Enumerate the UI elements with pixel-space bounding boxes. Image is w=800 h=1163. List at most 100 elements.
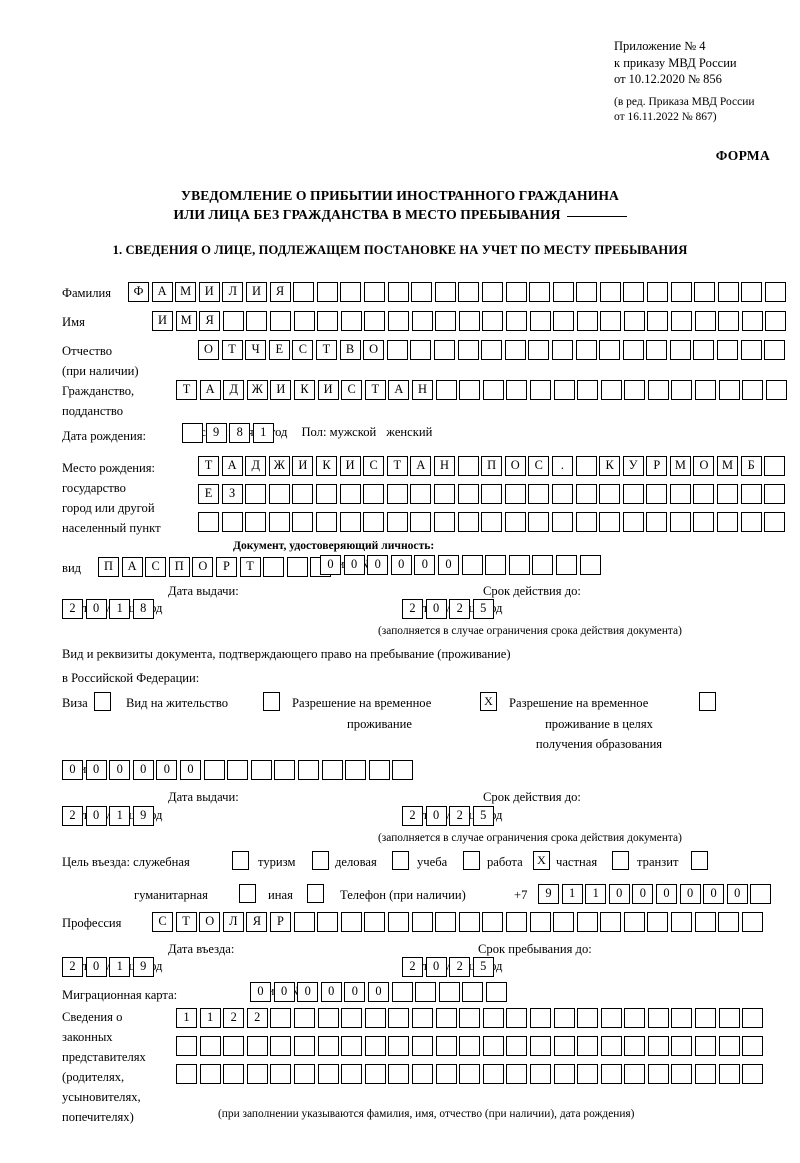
patronymic-cell[interactable] xyxy=(528,340,550,360)
citizenship-cell[interactable] xyxy=(695,380,717,400)
birthplace-cell[interactable]: Б xyxy=(740,456,762,476)
citizenship-cell[interactable] xyxy=(671,380,693,400)
representative-cell[interactable] xyxy=(695,1064,717,1084)
permit-number-cell[interactable] xyxy=(392,759,414,780)
edu-residence-checkbox[interactable] xyxy=(699,692,716,711)
patronymic-cell[interactable]: Ч xyxy=(245,340,267,360)
surname-cell[interactable] xyxy=(363,282,385,302)
birthplace-cell[interactable] xyxy=(457,456,479,476)
permit-number-cell[interactable] xyxy=(345,759,367,780)
name-cell[interactable] xyxy=(411,311,433,331)
doc-number-cell[interactable]: 0 xyxy=(343,554,365,575)
representative-cell[interactable] xyxy=(270,1008,292,1028)
birthplace-cell[interactable]: Р xyxy=(646,456,668,476)
birthplace-cell[interactable] xyxy=(386,484,408,504)
birthplace-cell[interactable] xyxy=(740,512,762,532)
name-cell[interactable] xyxy=(387,311,409,331)
citizenship-cell[interactable]: Т xyxy=(364,380,386,400)
doc-kind-cell[interactable]: О xyxy=(192,557,214,577)
representative-cell[interactable] xyxy=(600,1064,622,1084)
profession-cell[interactable] xyxy=(387,912,409,932)
name-cell[interactable] xyxy=(340,311,362,331)
representative-cell[interactable] xyxy=(529,1064,551,1084)
representative-cell[interactable] xyxy=(577,1064,599,1084)
birthplace-cell[interactable] xyxy=(622,484,644,504)
birthplace-cell[interactable] xyxy=(646,484,668,504)
name-cell[interactable] xyxy=(647,311,669,331)
surname-cell[interactable] xyxy=(387,282,409,302)
doc-number-cell[interactable] xyxy=(485,554,507,575)
phone-cell[interactable]: 0 xyxy=(679,884,701,904)
representative-cell[interactable] xyxy=(176,1036,197,1056)
representative-cell[interactable] xyxy=(411,1008,433,1028)
birthplace-cell[interactable]: Ж xyxy=(268,456,290,476)
purpose-transit-checkbox[interactable] xyxy=(691,851,708,870)
birthplace-cell[interactable]: Д xyxy=(245,456,267,476)
citizenship-cell[interactable]: И xyxy=(270,380,292,400)
citizenship-cell[interactable] xyxy=(553,380,575,400)
representative-cell[interactable] xyxy=(506,1036,528,1056)
name-cell[interactable] xyxy=(246,311,268,331)
representative-cell[interactable] xyxy=(199,1036,221,1056)
doc-number-cell[interactable]: 0 xyxy=(437,554,459,575)
patronymic-cell[interactable] xyxy=(457,340,479,360)
birthplace-cell[interactable] xyxy=(528,512,550,532)
migration-number-cell[interactable]: 0 xyxy=(320,981,342,1002)
birthplace-cell[interactable]: З xyxy=(221,484,243,504)
birthplace-cell[interactable]: С xyxy=(363,456,385,476)
surname-cell[interactable] xyxy=(741,282,763,302)
profession-cell[interactable] xyxy=(482,912,504,932)
temp-residence-checkbox[interactable]: X xyxy=(480,692,497,711)
stay-year-cell[interactable]: 0 xyxy=(425,956,447,977)
migration-number-cell[interactable] xyxy=(415,981,437,1002)
name-cell[interactable] xyxy=(529,311,551,331)
purpose-business-checkbox[interactable] xyxy=(392,851,409,870)
representative-cell[interactable] xyxy=(671,1036,693,1056)
birthplace-cell[interactable] xyxy=(717,512,739,532)
citizenship-cell[interactable]: И xyxy=(317,380,339,400)
permit-number-cell[interactable]: 0 xyxy=(179,759,201,780)
representative-cell[interactable] xyxy=(647,1064,669,1084)
representative-cell[interactable] xyxy=(482,1036,504,1056)
birthplace-cell[interactable] xyxy=(363,512,385,532)
doc-number-cell[interactable]: 0 xyxy=(367,554,389,575)
permit-number-cell[interactable]: 0 xyxy=(156,759,178,780)
representative-cell[interactable] xyxy=(624,1008,646,1028)
permit-issue-year-cell[interactable]: 9 xyxy=(132,805,154,826)
birthplace-cell[interactable] xyxy=(339,512,361,532)
patronymic-cell[interactable] xyxy=(575,340,597,360)
surname-cell[interactable] xyxy=(623,282,645,302)
citizenship-cell[interactable]: К xyxy=(293,380,315,400)
surname-cell[interactable] xyxy=(576,282,598,302)
representative-cell[interactable] xyxy=(459,1036,481,1056)
birthplace-cell[interactable]: Т xyxy=(386,456,408,476)
representative-cell[interactable] xyxy=(223,1064,245,1084)
representative-cell[interactable] xyxy=(624,1064,646,1084)
permit-number-cell[interactable] xyxy=(297,759,319,780)
name-cell[interactable] xyxy=(600,311,622,331)
representative-cell[interactable] xyxy=(718,1036,740,1056)
representative-cell[interactable] xyxy=(718,1008,740,1028)
name-cell[interactable] xyxy=(293,311,315,331)
representative-cell[interactable] xyxy=(553,1008,575,1028)
name-cell[interactable] xyxy=(435,311,457,331)
migration-number-cell[interactable]: 0 xyxy=(273,981,295,1002)
doc-number-cell[interactable]: 0 xyxy=(320,554,341,575)
name-cell[interactable]: И xyxy=(152,311,173,331)
representative-cell[interactable] xyxy=(742,1036,764,1056)
doc-kind-cell[interactable]: П xyxy=(98,557,119,577)
doc-issue-year-cell[interactable]: 1 xyxy=(109,598,131,619)
surname-cell[interactable]: А xyxy=(151,282,173,302)
surname-cell[interactable] xyxy=(316,282,338,302)
representative-cell[interactable] xyxy=(223,1036,245,1056)
phone-cell[interactable]: 1 xyxy=(561,884,583,904)
surname-cell[interactable] xyxy=(694,282,716,302)
